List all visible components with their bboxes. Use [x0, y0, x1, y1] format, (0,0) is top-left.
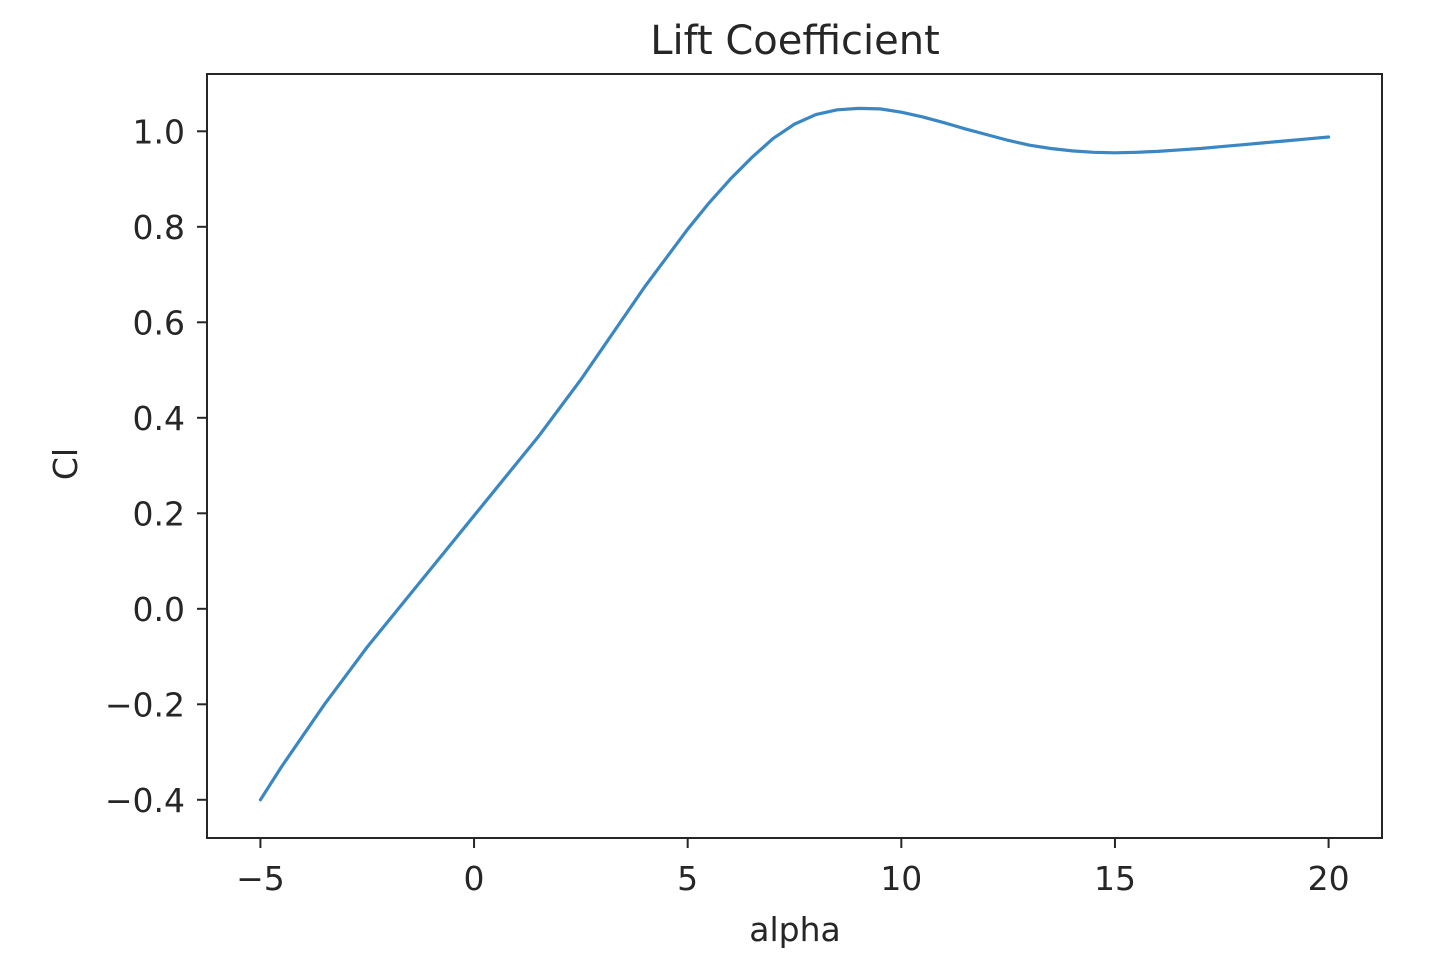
x-tick-label: 0 [464, 859, 485, 898]
y-tick-label: 0.6 [133, 303, 185, 342]
y-tick-label: 0.0 [133, 590, 185, 629]
y-tick-label: 1.0 [133, 112, 185, 151]
series-line-0 [258, 106, 1331, 802]
x-tick-label: 20 [1308, 859, 1350, 898]
plot-frame [206, 73, 1383, 839]
x-tick-label: 15 [1094, 859, 1136, 898]
y-tick-label: 0.8 [133, 208, 185, 247]
y-tick-label: −0.4 [105, 781, 185, 820]
y-axis-label: Cl [46, 448, 85, 480]
x-tick-label: 10 [880, 859, 922, 898]
plot-area: −5 0 5 10 15 20 −0.4 −0.2 0.0 0.2 0.4 0.6 0.8 1.0 [105, 73, 1383, 898]
x-axis-label: alpha [749, 910, 840, 949]
x-tick-label: 5 [677, 859, 698, 898]
y-tick-label: 0.4 [133, 399, 185, 438]
chart-title: Lift Coefficient [650, 18, 940, 64]
y-tick-label: −0.2 [105, 685, 185, 724]
x-tick-label: −5 [236, 859, 285, 898]
y-tick-label: 0.2 [133, 494, 185, 533]
